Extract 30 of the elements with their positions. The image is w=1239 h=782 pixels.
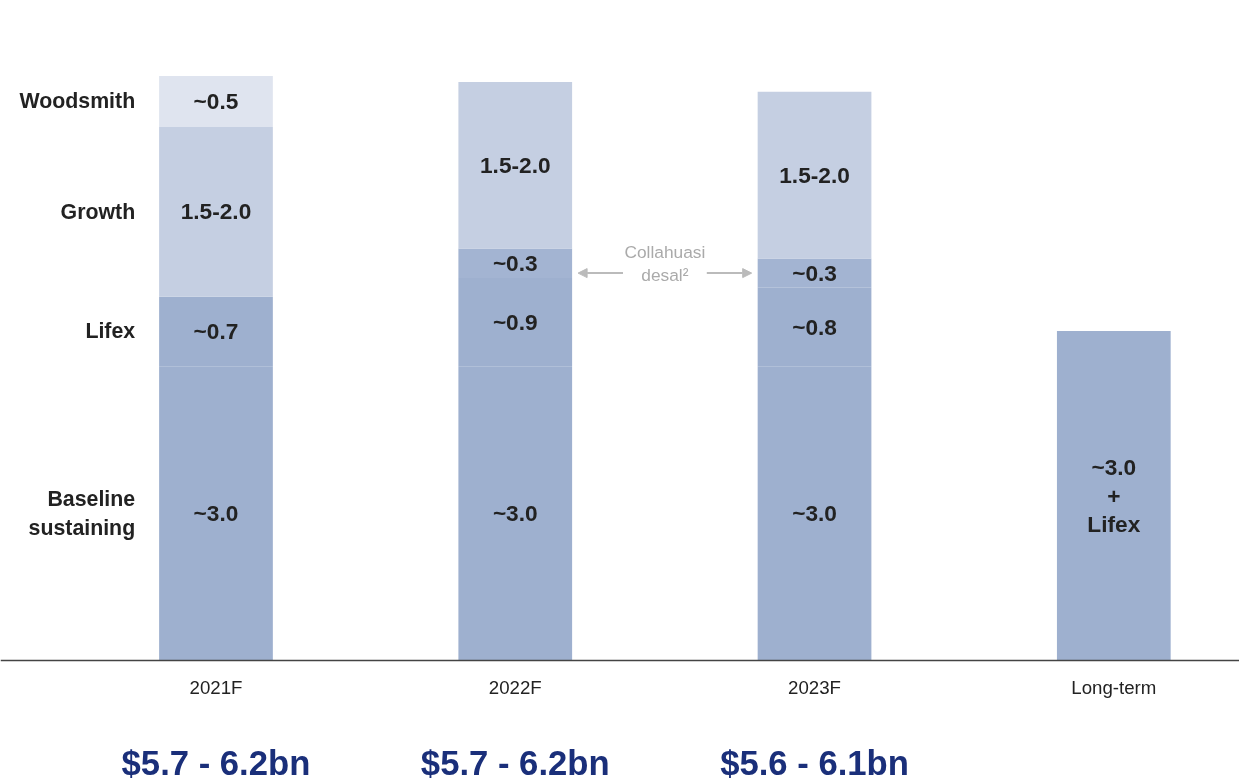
data-label: 1.5-2.0 <box>479 151 551 178</box>
text: Collahuasi desal² <box>624 241 706 285</box>
bar <box>1056 330 1171 661</box>
total-label: $5.6 - 6.1bn <box>720 744 909 782</box>
total-label: $5.7 - 6.2bn <box>420 744 610 782</box>
data-label: ~0.3 <box>792 260 837 287</box>
data-label: ~3.0 <box>492 500 538 527</box>
bar <box>159 76 273 127</box>
series-label: Lifex <box>85 319 136 344</box>
data-label: ~0.3 <box>492 250 538 277</box>
series-label: Woodsmith <box>19 89 136 114</box>
x-tick-label: Long-term <box>1071 677 1157 699</box>
data-label: ~0.9 <box>492 309 538 336</box>
data-label: ~3.0 <box>193 500 239 527</box>
x-tick-label: 2021F <box>189 677 243 699</box>
annotation: ~3.0 + Lifex <box>1087 454 1141 538</box>
series-label: Baseline sustaining <box>28 486 136 540</box>
bar <box>159 126 273 297</box>
data-label: 1.5-2.0 <box>180 198 252 225</box>
x-tick-label: 2022F <box>488 677 542 699</box>
data-label: ~0.5 <box>193 88 239 115</box>
data-label: ~0.7 <box>193 318 239 345</box>
series-label: Growth <box>60 199 136 224</box>
data-label: ~0.8 <box>792 314 837 341</box>
bar <box>757 91 872 259</box>
total-label: $5.7 - 6.2bn <box>121 744 311 782</box>
x-tick-label: 2023F <box>788 677 841 699</box>
data-label: ~3.0 <box>792 500 837 527</box>
data-label: 1.5-2.0 <box>779 161 850 188</box>
bar <box>458 81 573 249</box>
